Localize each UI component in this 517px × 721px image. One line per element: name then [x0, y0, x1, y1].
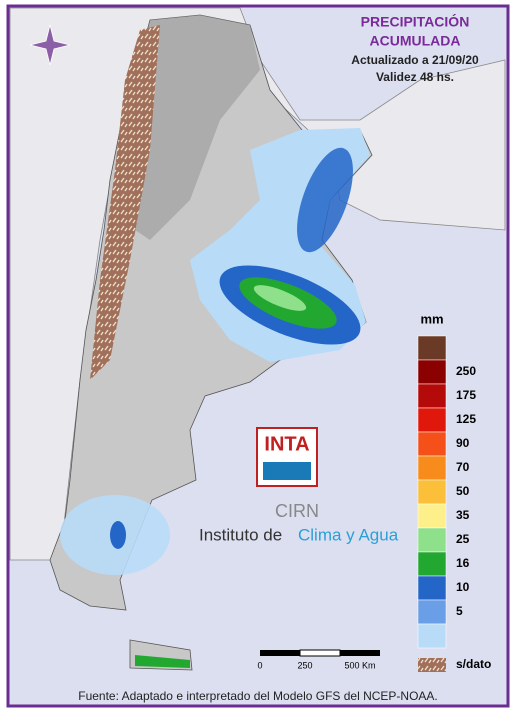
- no-data-swatch: [418, 658, 446, 672]
- legend-label: 5: [456, 604, 463, 618]
- title: ACUMULADA: [370, 33, 461, 49]
- legend-swatch: [417, 335, 447, 361]
- legend-label: 25: [456, 532, 470, 546]
- updated: Actualizado a 21/09/20: [351, 53, 479, 67]
- legend-swatch: [417, 527, 447, 553]
- legend-swatch: [417, 359, 447, 385]
- legend-swatch: [417, 431, 447, 457]
- legend-swatch: [417, 383, 447, 409]
- scale-label: 250: [297, 660, 312, 670]
- legend-swatch: [417, 551, 447, 577]
- scale-bar: [260, 650, 300, 656]
- inta-text: INTA: [264, 433, 309, 455]
- rain-patagonia-core: [110, 521, 126, 549]
- legend-swatch: [417, 479, 447, 505]
- legend-label: 10: [456, 580, 470, 594]
- inta-waves: [263, 462, 311, 480]
- validity: Validez 48 hs.: [376, 70, 454, 84]
- title: PRECIPITACIÓN: [361, 13, 470, 30]
- legend-swatch: [417, 503, 447, 529]
- no-data-andes: [90, 25, 160, 380]
- legend-unit: mm: [420, 311, 443, 326]
- legend-label: 16: [456, 556, 470, 570]
- legend-swatch: [417, 407, 447, 433]
- legend-label: 50: [456, 484, 470, 498]
- scale-label: 500 Km: [344, 660, 375, 670]
- legend-swatch: [417, 455, 447, 481]
- institute: Instituto de: [199, 525, 282, 544]
- legend-label: 125: [456, 412, 476, 426]
- legend-swatch: [417, 623, 447, 649]
- legend-label: 175: [456, 388, 476, 402]
- scale-label: 0: [257, 660, 262, 670]
- no-data-label: s/dato: [456, 657, 491, 671]
- legend-swatch: [417, 599, 447, 625]
- legend: 250 175 125 90 70 50 35 25 16 10 5: [417, 335, 476, 649]
- scale-bar: [299, 649, 341, 657]
- rain-center: [253, 285, 307, 311]
- legend-label: 35: [456, 508, 470, 522]
- scale-bar: [340, 650, 380, 656]
- legend-swatch: [417, 575, 447, 601]
- legend-label: 90: [456, 436, 470, 450]
- source: Fuente: Adaptado e interpretado del Mode…: [78, 689, 438, 703]
- cirn: CIRN: [275, 501, 319, 521]
- compass: [29, 24, 71, 66]
- legend-label: 70: [456, 460, 470, 474]
- rain-tdf: [135, 655, 190, 668]
- institute-highlight: Clima y Agua: [298, 525, 399, 544]
- rain-entre-rios: [297, 147, 353, 253]
- legend-label: 250: [456, 364, 476, 378]
